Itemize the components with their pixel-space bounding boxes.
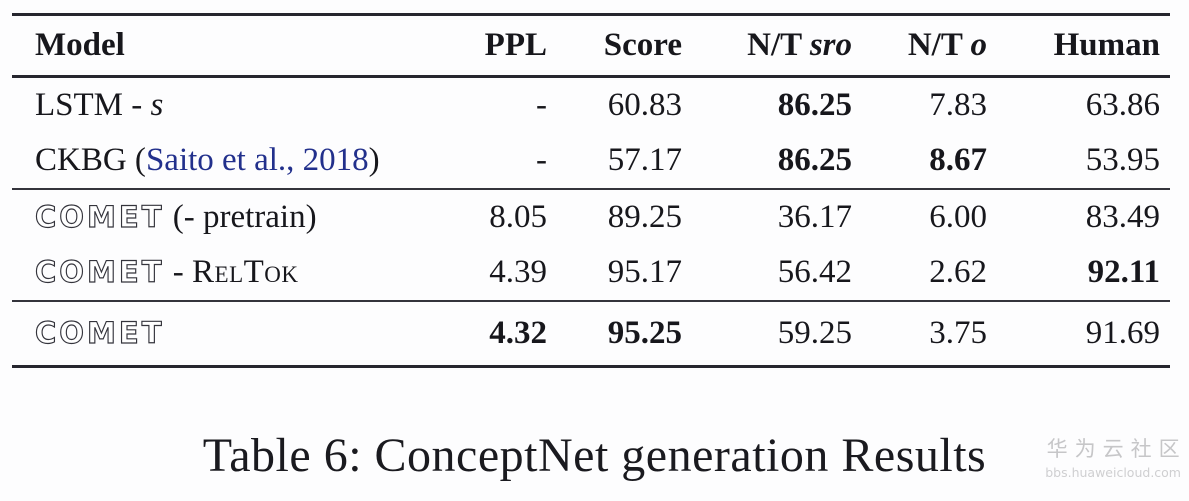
table-container: Model PPL Score N/T sro N/T o Human LSTM - s-… <box>12 13 1170 368</box>
text: Model <box>35 27 125 63</box>
value-cell: 83.49 <box>1085 199 1160 235</box>
value-cell: 95.25 <box>607 315 682 351</box>
header-row: Model PPL Score N/T sro N/T o Human <box>12 14 1170 78</box>
model-cell: COMET (- pretrain) <box>12 189 467 245</box>
text: Human <box>1053 27 1160 63</box>
table-row: CKBG (Saito et al., 2018) - 57.17 86.25 8.67… <box>12 133 1170 189</box>
italic-text: o <box>970 27 988 63</box>
value-cell: 89.25 <box>607 199 682 235</box>
italic-text: sro <box>809 27 852 63</box>
value-cell: 86.25 <box>777 87 852 123</box>
table-row: COMET (- pretrain) 8.05 89.25 36.17 6.00 83.4… <box>12 189 1170 245</box>
text: Score <box>603 27 682 63</box>
value-cell: 95.17 <box>607 254 682 290</box>
value-cell: 92.11 <box>1087 254 1160 290</box>
italic-text: s <box>150 87 164 123</box>
model-cell: COMET - RelTok <box>12 245 467 301</box>
value-cell: 91.69 <box>1085 315 1160 351</box>
column-header-5: Human <box>997 14 1170 78</box>
value-cell: 6.00 <box>929 199 987 235</box>
table-group-1: COMET (- pretrain) 8.05 89.25 36.17 6.00 83.4… <box>12 189 1170 301</box>
value-cell: 63.86 <box>1085 87 1160 123</box>
table-row: COMET - RelTok 4.39 95.17 56.42 2.62 92.11 <box>12 245 1170 301</box>
table-row: COMET 4.32 95.25 59.25 3.75 91.69 <box>12 301 1170 367</box>
model-cell: COMET <box>12 301 467 367</box>
comet-wordmark: COMET <box>34 200 165 234</box>
value-cell: 2.62 <box>929 254 987 290</box>
smallcaps-text: RelTok <box>192 254 299 290</box>
value-cell: 3.75 <box>929 315 987 351</box>
text: - <box>164 254 193 290</box>
text: N/T <box>907 27 971 63</box>
results-table: Model PPL Score N/T sro N/T o Human LSTM - s-… <box>12 13 1170 368</box>
text: N/T <box>747 27 810 63</box>
value-cell: 8.05 <box>489 199 547 235</box>
column-header-2: Score <box>557 14 692 78</box>
value-cell: - <box>536 142 547 178</box>
watermark-title: 华为云社区 <box>1046 437 1187 461</box>
model-cell: CKBG (Saito et al., 2018) <box>12 133 467 189</box>
comet-wordmark: COMET <box>34 255 165 289</box>
watermark-url: bbs.huaweicloud.com <box>1045 465 1181 480</box>
text: PPL <box>484 27 547 63</box>
text: LSTM - <box>35 87 151 123</box>
model-cell: LSTM - s <box>12 77 467 134</box>
table-group-2: COMET 4.32 95.25 59.25 3.75 91.69 <box>12 301 1170 367</box>
table-header: Model PPL Score N/T sro N/T o Human <box>12 14 1170 78</box>
comet-wordmark: COMET <box>34 316 165 350</box>
value-cell: 60.83 <box>607 87 682 123</box>
watermark: 华为云社区 bbs.huaweicloud.com <box>1045 433 1181 480</box>
value-cell: 56.42 <box>777 254 852 290</box>
table-group-0: LSTM - s - 60.83 86.25 7.83 63.86 CKBG (Saito … <box>12 77 1170 190</box>
value-cell: 59.25 <box>777 315 852 351</box>
column-header-0: Model <box>12 14 467 78</box>
value-cell: 4.39 <box>489 254 547 290</box>
value-cell: 7.83 <box>929 87 987 123</box>
value-cell: 53.95 <box>1085 142 1160 178</box>
table-caption: Table 6: ConceptNet generation Results <box>202 429 987 482</box>
column-header-1: PPL <box>467 14 557 78</box>
value-cell: 8.67 <box>929 142 987 178</box>
value-cell: 57.17 <box>607 142 682 178</box>
text: ) <box>368 142 380 178</box>
column-header-3: N/T sro <box>692 14 862 78</box>
value-cell: 4.32 <box>489 315 547 351</box>
value-cell: 86.25 <box>777 142 852 178</box>
citation-link[interactable]: Saito et al., 2018 <box>145 142 369 178</box>
text: (- pretrain) <box>164 199 317 235</box>
value-cell: - <box>536 87 547 123</box>
column-header-4: N/T o <box>862 14 997 78</box>
table-row: LSTM - s - 60.83 86.25 7.83 63.86 <box>12 77 1170 134</box>
value-cell: 36.17 <box>777 199 852 235</box>
text: CKBG ( <box>35 142 146 178</box>
